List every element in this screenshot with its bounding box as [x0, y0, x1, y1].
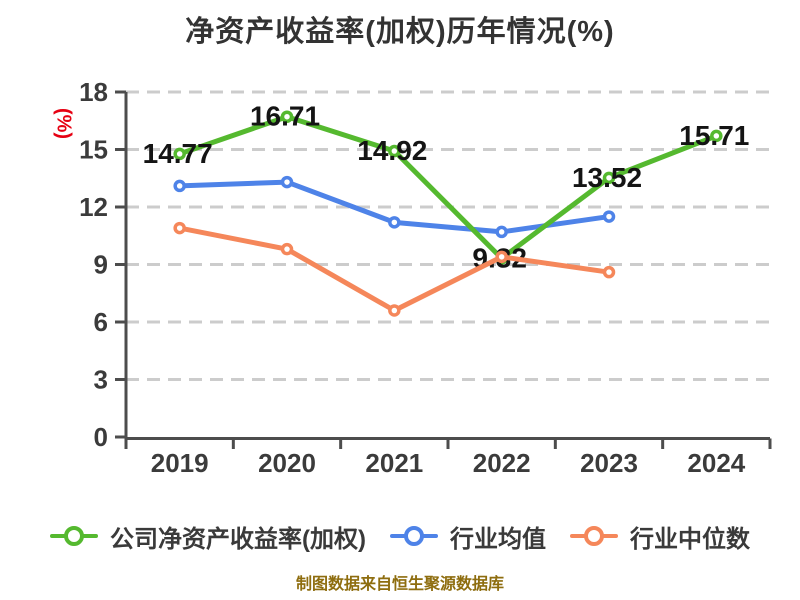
- series-marker-0: [710, 129, 723, 143]
- series-marker-2: [495, 250, 508, 264]
- x-axis-label-2024: 2024: [687, 448, 745, 478]
- legend-marker-icon: [389, 525, 438, 547]
- legend-dot: [583, 526, 604, 546]
- data-label-2024: 15.71: [679, 120, 749, 151]
- legend-item-1: 行业均值: [389, 519, 546, 554]
- x-axis-label-2022: 2022: [473, 448, 531, 478]
- legend-dot: [403, 526, 424, 546]
- page-title: 净资产收益率(加权)历年情况(%): [185, 16, 615, 48]
- series-marker-1: [602, 210, 616, 223]
- x-axis-label-2019: 2019: [151, 448, 209, 478]
- y-axis-tick-label: 18: [79, 77, 108, 107]
- legend-marker-icon: [569, 525, 618, 547]
- series-marker-1: [280, 175, 294, 189]
- legend-label: 公司净资产收益率(加权): [110, 525, 366, 553]
- legend-marker-icon: [50, 525, 98, 547]
- y-axis-tick-label: 0: [94, 422, 108, 452]
- legend-label: 行业中位数: [629, 525, 750, 553]
- series-line-2: [179, 225, 610, 313]
- series-marker-2: [388, 304, 401, 317]
- chart-footer-note: 制图数据来自恒生聚源数据库: [295, 576, 504, 593]
- series-marker-2: [173, 221, 186, 235]
- y-axis-tick-label: 6: [94, 307, 108, 337]
- series-marker-1: [388, 216, 401, 229]
- x-axis-label-2021: 2021: [365, 448, 423, 478]
- series-marker-2: [280, 242, 294, 256]
- series-marker-1: [173, 179, 186, 193]
- y-axis-tick-label: 12: [79, 192, 108, 222]
- data-label-2023: 13.52: [572, 162, 642, 193]
- chart-legend: 公司净资产收益率(加权) 行业均值 行业中位数: [0, 514, 800, 558]
- legend-item-0: 公司净资产收益率(加权): [50, 519, 366, 554]
- series-marker-2: [602, 265, 616, 279]
- y-axis-tick-label: 3: [94, 365, 108, 395]
- y-axis-tick-label: 15: [79, 135, 108, 165]
- series-marker-0: [388, 144, 401, 158]
- series-marker-0: [602, 171, 616, 185]
- legend-label: 行业均值: [449, 525, 546, 553]
- series-marker-0: [280, 110, 294, 123]
- series-line-0: [178, 114, 718, 261]
- data-label-2021: 14.92: [357, 135, 427, 166]
- series-marker-0: [173, 147, 186, 161]
- series-marker-1: [495, 225, 508, 239]
- x-axis-label-2020: 2020: [258, 448, 316, 478]
- legend-item-2: 行业中位数: [569, 519, 750, 554]
- data-label-2020: 16.71: [250, 101, 320, 132]
- y-axis-tick-label: 9: [94, 250, 108, 280]
- x-axis-label-2023: 2023: [580, 448, 638, 478]
- data-label-2019: 14.77: [143, 138, 213, 169]
- legend-dot: [64, 526, 84, 546]
